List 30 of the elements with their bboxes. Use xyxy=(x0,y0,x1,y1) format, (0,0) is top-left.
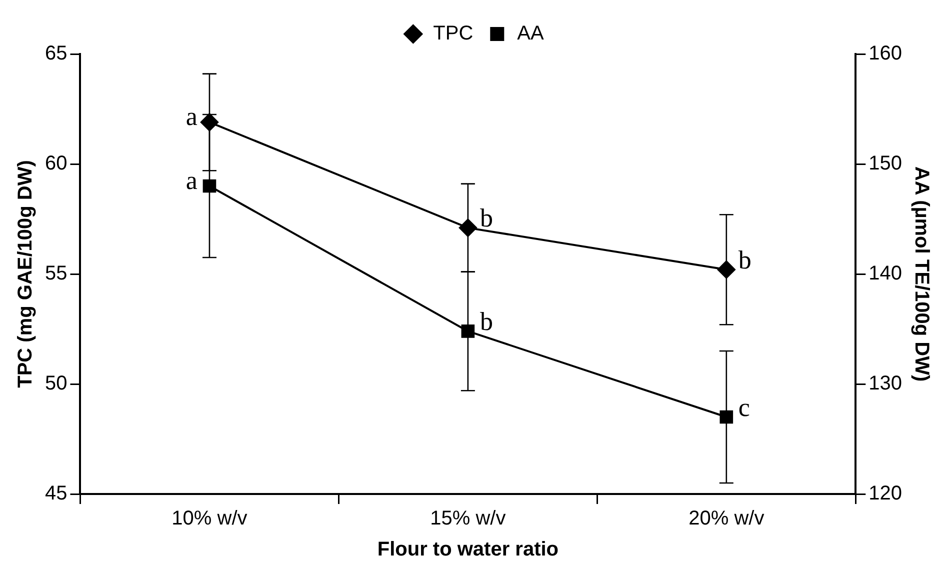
legend-label: TPC xyxy=(433,22,474,45)
annotation: b xyxy=(480,204,493,233)
annotation: b xyxy=(738,245,752,274)
point xyxy=(458,218,477,237)
x-tick-label: 20% w/v xyxy=(688,508,764,530)
y-tick-label: 45 xyxy=(44,482,68,505)
point xyxy=(461,324,475,338)
y2-tick-label: 140 xyxy=(868,262,902,285)
y2-tick-label: 160 xyxy=(868,42,902,65)
y2-tick-label: 130 xyxy=(868,372,902,395)
legend-label: AA xyxy=(517,22,544,45)
point xyxy=(717,260,736,279)
point xyxy=(202,179,216,193)
x-tick-label: 10% w/v xyxy=(172,508,248,530)
x-tick-label: 15% w/v xyxy=(430,508,506,530)
y-tick-label: 55 xyxy=(44,262,68,285)
annotation: a xyxy=(186,166,198,195)
point xyxy=(720,410,734,424)
y2-tick-label: 150 xyxy=(868,152,902,175)
x-axis-title: Flour to water ratio xyxy=(377,538,558,561)
y-tick-label: 65 xyxy=(44,42,68,65)
annotation: b xyxy=(480,307,493,336)
annotation: a xyxy=(186,102,198,132)
y2-tick-label: 120 xyxy=(868,482,902,505)
y-tick-label: 50 xyxy=(44,372,68,395)
y-tick-label: 60 xyxy=(44,152,68,175)
y2-axis-title: AA (µmol TE/100g DW) xyxy=(910,166,932,382)
point xyxy=(200,113,218,132)
annotation: c xyxy=(738,392,750,422)
y-axis-title: TPC (mg GAE/100g DW) xyxy=(14,160,37,388)
